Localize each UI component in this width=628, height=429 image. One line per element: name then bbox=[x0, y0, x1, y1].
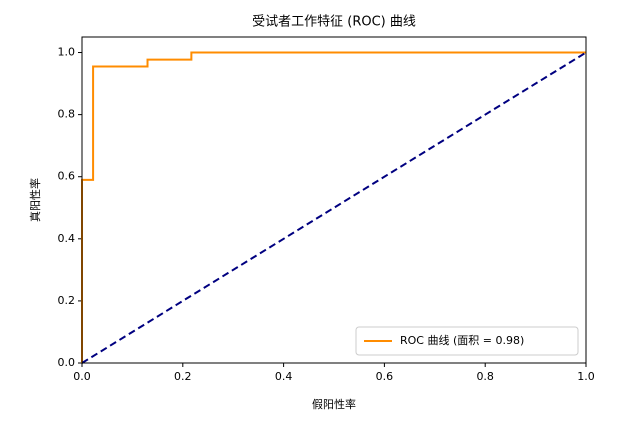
x-tick-label: 0.8 bbox=[476, 370, 494, 383]
y-tick-label: 1.0 bbox=[58, 46, 76, 59]
x-tick-label: 0.2 bbox=[174, 370, 192, 383]
x-tick-label: 0.6 bbox=[376, 370, 394, 383]
legend-box bbox=[355, 326, 579, 356]
y-tick-label: 0.8 bbox=[58, 108, 76, 121]
y-tick-label: 0.6 bbox=[58, 170, 76, 183]
y-tick-label: 0.2 bbox=[58, 294, 76, 307]
plot-frame bbox=[81, 36, 587, 364]
y-tick-label: 0.0 bbox=[58, 356, 76, 369]
legend-label: ROC 曲线 (面积 = 0.98) bbox=[400, 333, 524, 347]
y-axis-label: 真阳性率 bbox=[28, 178, 42, 222]
line-series bbox=[81, 51, 587, 364]
legend: ROC 曲线 (面积 = 0.98) bbox=[355, 326, 579, 356]
line-series bbox=[81, 51, 586, 363]
x-tick-label: 1.0 bbox=[577, 370, 595, 383]
chart-title: 受试者工作特征 (ROC) 曲线 bbox=[252, 15, 416, 30]
x-tick-label: 0.0 bbox=[73, 370, 91, 383]
x-tick-label: 0.4 bbox=[275, 370, 293, 383]
y-tick-label: 0.4 bbox=[58, 232, 76, 245]
x-axis-label: 假阳性率 bbox=[312, 397, 356, 411]
